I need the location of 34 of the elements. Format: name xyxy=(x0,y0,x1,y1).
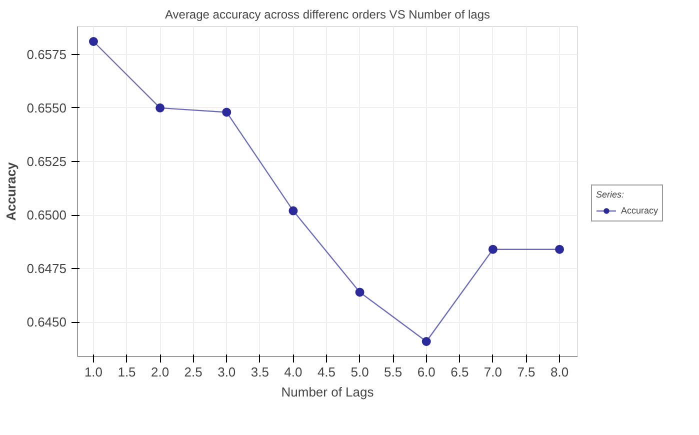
point xyxy=(222,108,232,117)
y-tick-label: 0.6575 xyxy=(26,46,67,62)
point xyxy=(488,244,498,254)
x-tick-label: 6.5 xyxy=(450,364,469,380)
y-tick-label: 0.6450 xyxy=(26,314,67,330)
point xyxy=(555,244,564,254)
x-tick-label: 7.0 xyxy=(484,364,502,380)
x-tick-label: 1.5 xyxy=(118,364,136,380)
point xyxy=(288,206,298,216)
legend-label: Accuracy xyxy=(620,205,658,215)
point xyxy=(355,288,364,297)
y-axis-title: Accuracy xyxy=(4,161,19,221)
point xyxy=(156,103,165,112)
chart-title: Average accuracy across differenc orders VS Number of lags xyxy=(164,8,490,22)
x-tick-label: 8.0 xyxy=(550,364,569,380)
x-tick-label: 2.0 xyxy=(151,364,170,380)
x-tick-label: 3.5 xyxy=(250,364,269,380)
y-tick-label: 0.6525 xyxy=(26,154,67,169)
x-tick-label: 6.0 xyxy=(417,364,436,380)
x-axis-title: Number of Lags xyxy=(281,384,374,400)
y-tick-label: 0.6550 xyxy=(26,100,67,116)
x-tick-label: 4.0 xyxy=(284,364,302,380)
point xyxy=(88,37,98,46)
y-tick-label: 0.6475 xyxy=(26,261,67,276)
legend-title: Series: xyxy=(596,189,625,199)
x-tick-label: 3.0 xyxy=(218,364,236,380)
x-tick-label: 7.5 xyxy=(517,364,536,380)
x-tick-label: 5.0 xyxy=(350,364,369,380)
point xyxy=(422,337,431,346)
x-tick-label: 4.5 xyxy=(317,364,336,380)
x-tick-label: 1.0 xyxy=(84,364,103,380)
x-tick-label: 2.5 xyxy=(184,364,202,380)
x-tick-label: 5.5 xyxy=(384,364,402,380)
y-tick-label: 0.6500 xyxy=(26,208,67,223)
